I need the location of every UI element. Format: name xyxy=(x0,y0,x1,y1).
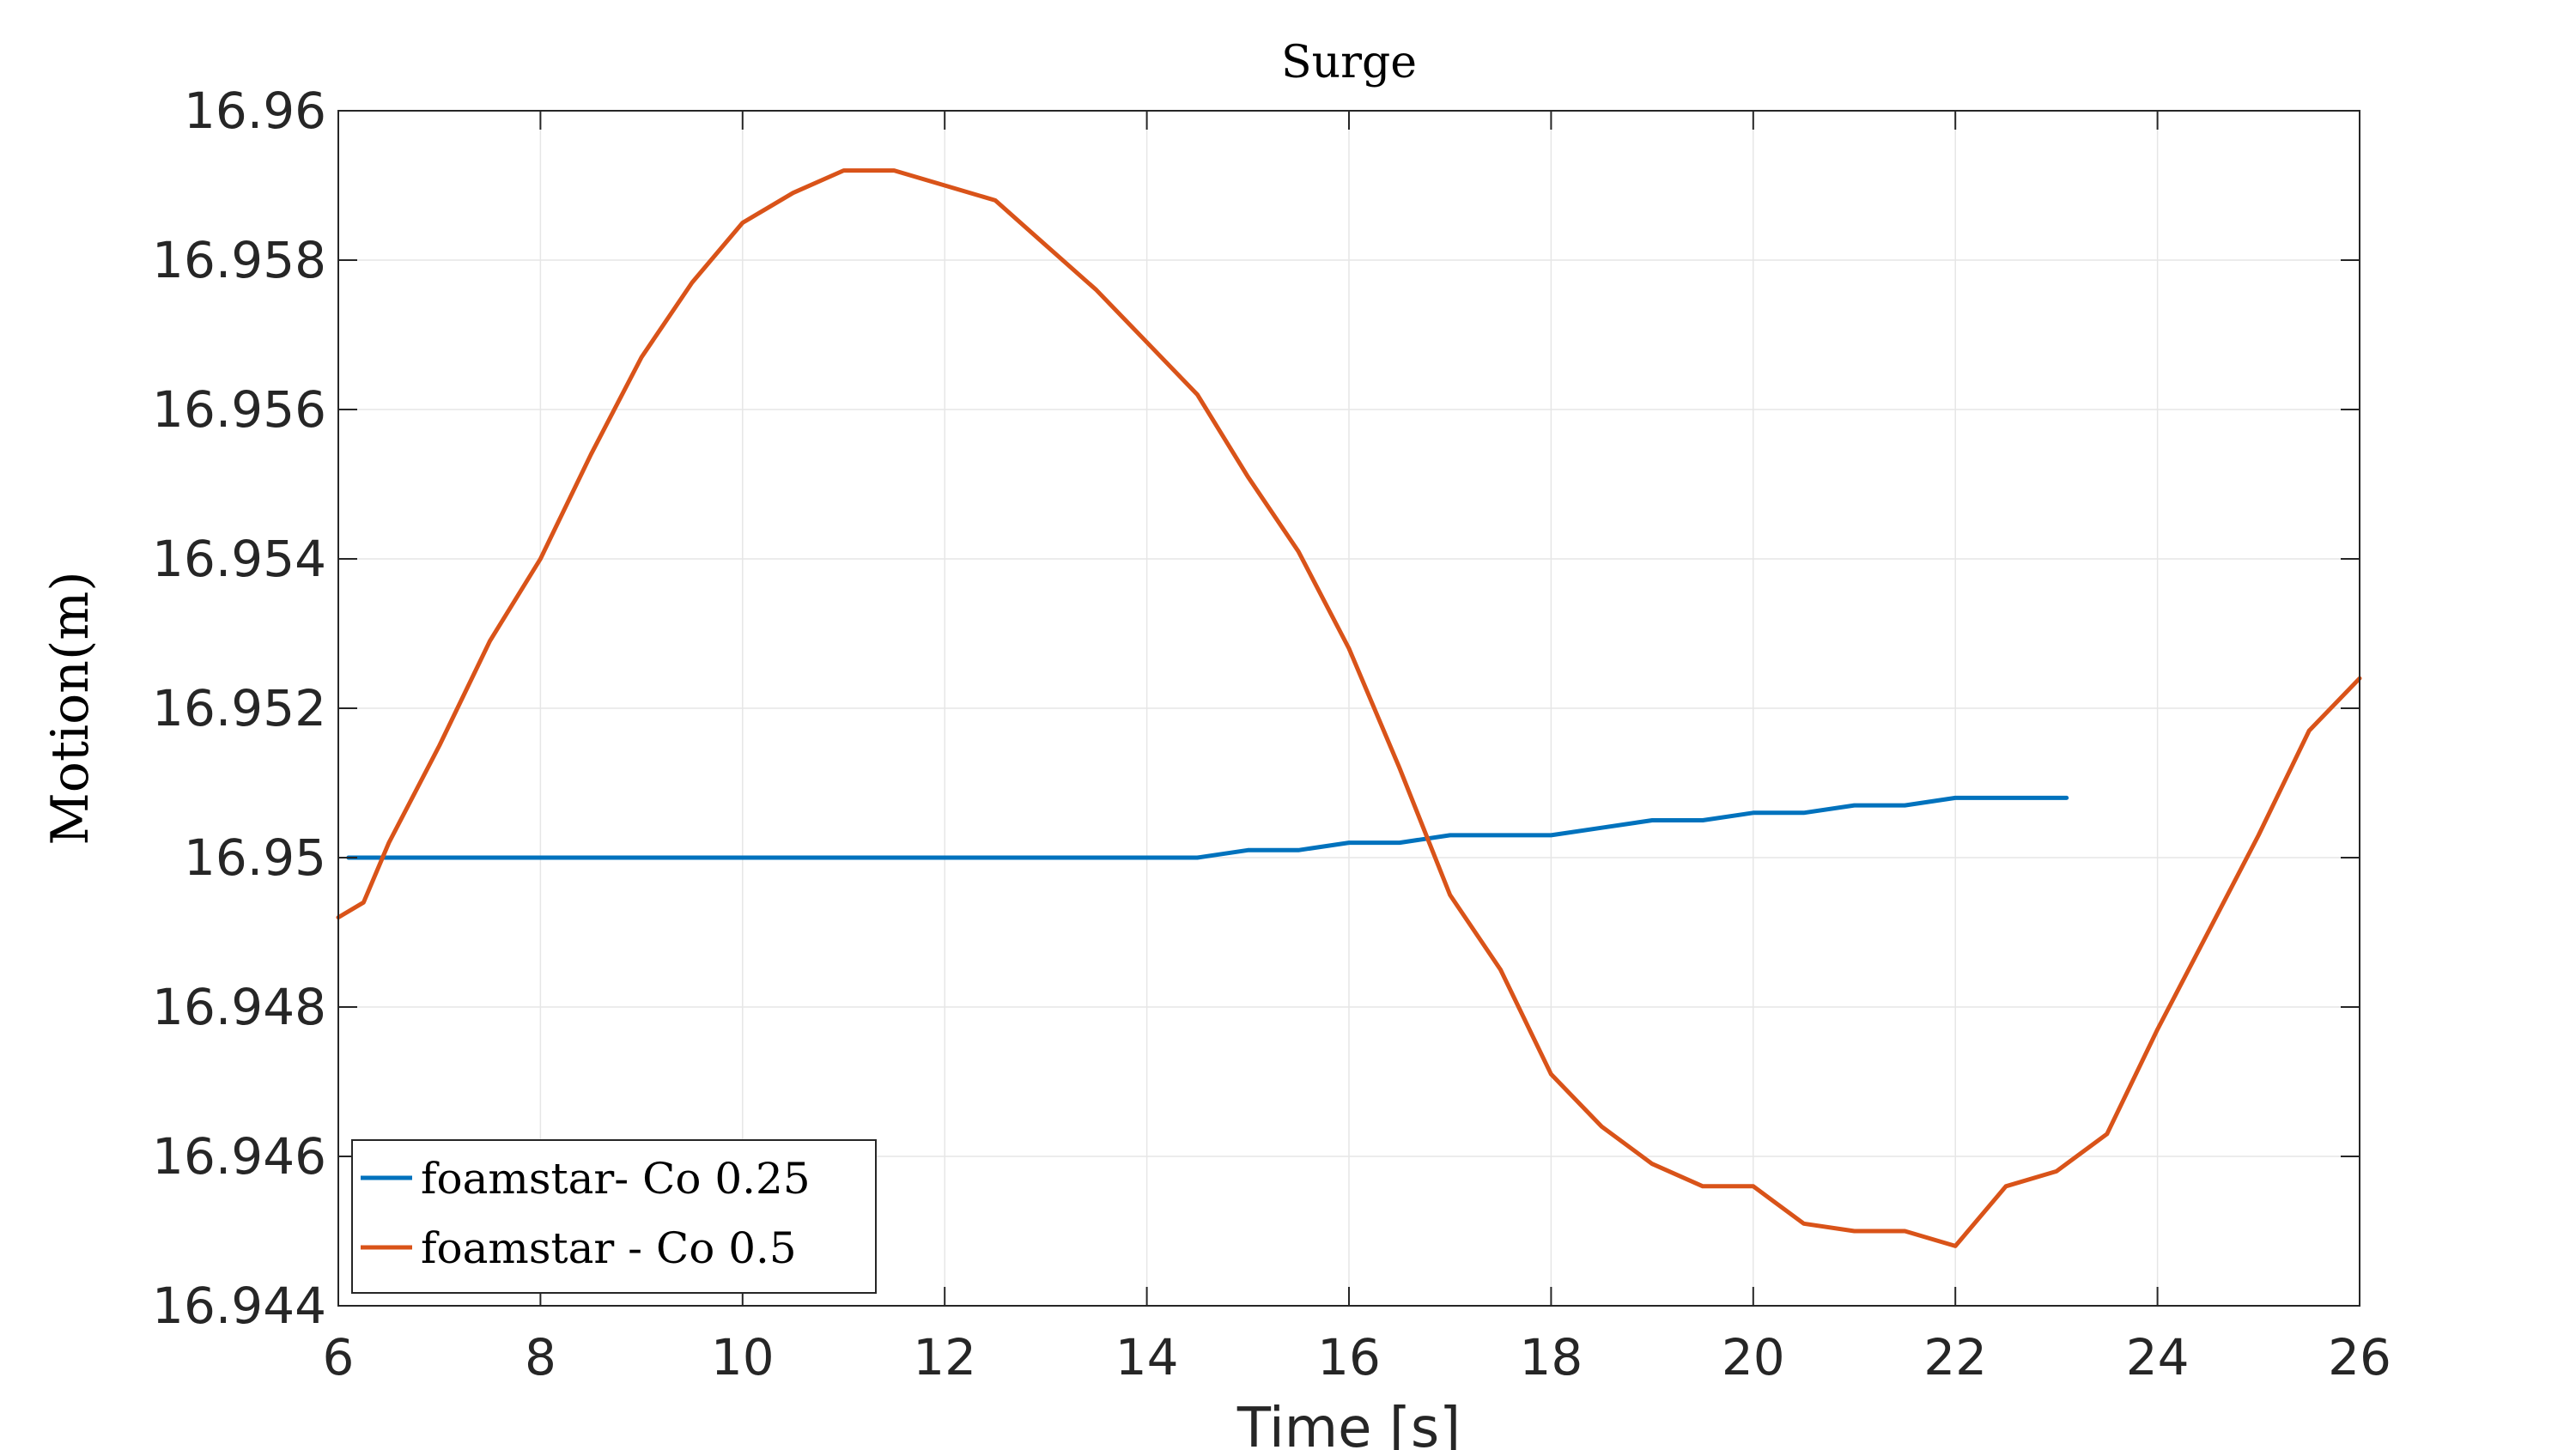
y-tick-labels: 16.944 16.946 16.948 16.95 16.952 16.954 16.95… xyxy=(152,82,326,1335)
y-tick-label: 16.948 xyxy=(152,978,326,1036)
y-axis-label: Motion(m) xyxy=(40,571,100,845)
legend-label-foamstar-co-0-25: foamstar- Co 0.25 xyxy=(421,1154,811,1204)
x-tick-label: 14 xyxy=(1115,1328,1179,1386)
x-tick-labels: 6 8 10 12 14 16 18 20 22 24 26 xyxy=(323,1328,2391,1386)
legend-box xyxy=(351,1139,877,1294)
series-line-foamstar-co-0-25 xyxy=(346,795,2069,860)
y-tick-label: 16.944 xyxy=(152,1277,326,1335)
x-tick-label: 20 xyxy=(1722,1328,1785,1386)
x-tick-label: 8 xyxy=(525,1328,556,1386)
y-tick-label: 16.95 xyxy=(184,828,326,887)
y-tick-label: 16.956 xyxy=(152,380,326,439)
x-tick-label: 10 xyxy=(711,1328,775,1386)
y-tick-label: 16.96 xyxy=(184,82,326,140)
x-axis-label: Time [s] xyxy=(1236,1397,1461,1450)
series-layer xyxy=(336,168,2362,1248)
y-tick-label: 16.958 xyxy=(152,231,326,289)
x-tick-label: 18 xyxy=(1519,1328,1583,1386)
legend-label-foamstar-co-0-5: foamstar - Co 0.5 xyxy=(421,1223,797,1273)
y-tick-label: 16.952 xyxy=(152,679,326,737)
x-tick-label: 16 xyxy=(1317,1328,1381,1386)
x-tick-label: 26 xyxy=(2328,1328,2391,1386)
x-tick-label: 22 xyxy=(1923,1328,1987,1386)
y-tick-label: 16.954 xyxy=(152,530,326,588)
x-tick-label: 6 xyxy=(323,1328,355,1386)
ticks xyxy=(337,110,2360,1307)
chart-title: Surge xyxy=(1281,37,1417,88)
x-tick-label: 12 xyxy=(913,1328,976,1386)
series-line-foamstar-co-0-5 xyxy=(336,168,2362,1248)
x-tick-label: 24 xyxy=(2126,1328,2190,1386)
y-tick-label: 16.946 xyxy=(152,1127,326,1186)
legend[interactable]: foamstar- Co 0.25 foamstar - Co 0.5 xyxy=(351,1139,877,1294)
